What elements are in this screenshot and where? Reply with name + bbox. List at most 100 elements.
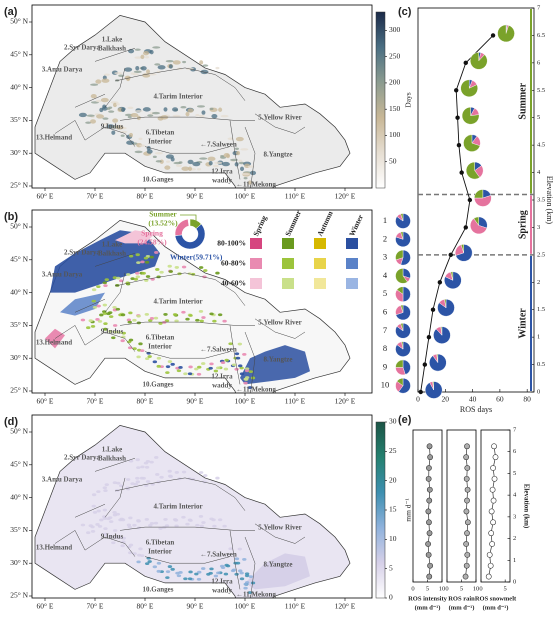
season-patch xyxy=(208,366,213,370)
snow-patch xyxy=(95,99,102,103)
intensity-patch xyxy=(196,577,202,581)
y-tick-label: 0 xyxy=(513,578,516,585)
basin-label: 13.Helmand xyxy=(36,339,72,347)
pie-wedge xyxy=(470,218,488,235)
season-patch xyxy=(248,370,254,374)
data-line xyxy=(420,35,494,393)
snow-patch xyxy=(208,161,213,166)
season-patch xyxy=(162,320,167,324)
data-point xyxy=(422,362,428,367)
donut-value-label: (24.58%) xyxy=(137,238,167,247)
season-patch xyxy=(118,279,124,283)
basin-border xyxy=(84,126,136,147)
pie-wedge xyxy=(460,244,464,253)
season-patch xyxy=(102,303,108,307)
x-tick-label: 20 xyxy=(442,395,450,404)
intensity-patch xyxy=(238,569,243,573)
snow-patch xyxy=(240,148,249,151)
pie-wedge xyxy=(395,359,404,368)
season-patch xyxy=(125,273,131,276)
data-point xyxy=(448,252,453,258)
pie-wedge xyxy=(497,24,515,43)
lon-tick-label: 100° E xyxy=(235,192,256,201)
lon-tick-label: 90° E xyxy=(187,192,204,201)
snow-patch xyxy=(140,54,145,60)
lat-tick-label: 30° N xyxy=(10,353,28,362)
donut-slice xyxy=(174,218,190,236)
colorbar-tick-label: 30 xyxy=(389,417,397,426)
intensity-patch xyxy=(228,547,233,551)
y-tick-label: 0.5 xyxy=(537,361,545,368)
y-tick-label: 6.5 xyxy=(537,32,545,39)
basin-label: Balkhash xyxy=(98,455,126,463)
data-point xyxy=(489,486,496,493)
basin-label: 13.Helmand xyxy=(36,134,72,142)
season-patch xyxy=(201,316,206,319)
intensity-patch xyxy=(95,523,100,526)
data-point xyxy=(490,497,497,504)
snow-patch xyxy=(145,56,150,59)
snow-patch xyxy=(85,121,92,124)
basin-border xyxy=(104,272,126,313)
intensity-patch xyxy=(244,572,250,576)
intensity-patch xyxy=(164,524,170,528)
data-point xyxy=(426,573,433,580)
snow-patch xyxy=(154,63,161,66)
season-patch xyxy=(127,346,133,350)
intensity-patch xyxy=(104,483,110,487)
season-patch xyxy=(165,371,170,375)
snow-patch xyxy=(250,170,257,176)
y-tick-label: 7 xyxy=(513,426,517,433)
pie-wedge xyxy=(461,107,480,125)
intensity-patch xyxy=(125,478,131,481)
season-patch xyxy=(149,316,155,320)
basin-border xyxy=(94,457,136,472)
season-patch xyxy=(231,363,237,367)
season-patch xyxy=(136,355,141,359)
colorbar-tick-label: 15 xyxy=(389,505,397,514)
season-patch xyxy=(154,251,159,254)
basin-label: 8.Yangtze xyxy=(264,356,293,364)
season-patch xyxy=(103,284,108,288)
intensity-patch xyxy=(120,518,126,522)
season-patch xyxy=(136,314,141,318)
data-point xyxy=(430,307,436,312)
intensity-patch xyxy=(102,486,108,490)
basin-border xyxy=(254,318,306,339)
intensity-patch xyxy=(217,518,223,522)
y-tick-label: 4 xyxy=(513,492,517,499)
season-patch xyxy=(135,253,140,257)
x-axis-label: (mm d⁻¹) xyxy=(415,604,441,611)
y-tick-label: 2 xyxy=(513,535,516,542)
snow-patch xyxy=(126,140,135,145)
pie-wedge xyxy=(400,323,404,331)
snow-patch xyxy=(201,110,206,115)
lat-tick-label: 45° N xyxy=(10,50,28,59)
intensity-patch xyxy=(156,561,162,565)
x-axis-label: ROS snowmelt xyxy=(475,595,517,602)
snow-patch xyxy=(165,60,174,63)
basin-label: ←7.Salween xyxy=(200,346,237,354)
season-patch xyxy=(96,304,101,308)
snow-patch xyxy=(114,71,123,75)
lon-tick-label: 60° E xyxy=(37,192,54,201)
snow-patch xyxy=(180,106,187,109)
season-patch xyxy=(133,277,139,281)
snow-patch xyxy=(211,113,218,119)
pie-wedge xyxy=(440,326,443,336)
intensity-patch xyxy=(112,481,118,485)
panel-label: (c) xyxy=(398,6,412,18)
intensity-patch xyxy=(108,534,113,538)
intensity-patch xyxy=(197,570,202,574)
season-patch xyxy=(112,324,118,327)
season-patch xyxy=(103,322,108,326)
basin-label: 3.Amu Darya xyxy=(42,271,83,279)
season-patch xyxy=(144,312,150,316)
season-patch xyxy=(143,256,149,260)
basin-border xyxy=(54,120,86,141)
basin-label: 12.Irra xyxy=(211,168,233,176)
intensity-patch xyxy=(136,560,141,564)
intensity-patch xyxy=(135,480,140,484)
data-point xyxy=(463,60,468,66)
season-patch xyxy=(183,372,188,376)
